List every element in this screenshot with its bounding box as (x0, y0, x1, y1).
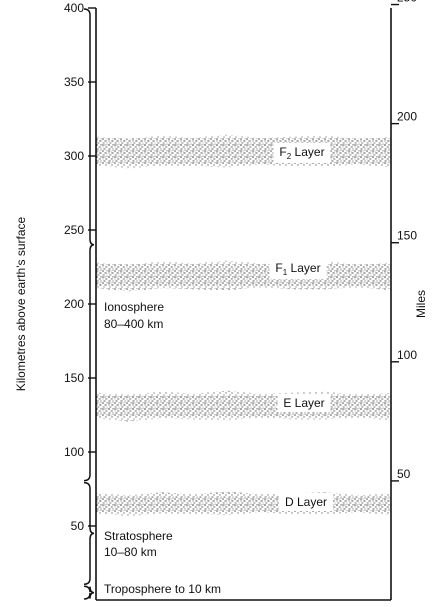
right-tick-label: 250 (397, 0, 417, 5)
left-tick-label: 150 (64, 371, 84, 385)
ionosphere-brace (83, 8, 95, 482)
right-axis-title: Miles (414, 290, 428, 318)
region-braces (83, 8, 95, 600)
layer-band-e (96, 390, 391, 422)
right-tick-label: 200 (397, 110, 417, 124)
left-tick-label: 50 (71, 519, 85, 533)
layer-band-d (96, 491, 391, 517)
stratosphere-brace (83, 481, 95, 585)
stratosphere-label: Stratosphere (104, 529, 173, 543)
right-tick-label: 100 (397, 348, 417, 362)
right-axis-ticks: 50 100 150 200 250 (391, 0, 417, 482)
layer-label-background (277, 394, 331, 412)
layer-band-core (96, 265, 391, 287)
left-tick-label: 100 (64, 445, 84, 459)
right-tick-label: 50 (397, 467, 411, 481)
layer-label-f2: F2 Layer (279, 145, 324, 161)
layer-label-background (278, 493, 334, 511)
layer-band-core (96, 139, 391, 164)
layer-label-background (269, 259, 327, 279)
layer-label-e: E Layer (283, 396, 324, 410)
left-tick-label: 400 (64, 1, 84, 15)
troposphere-brace (83, 585, 95, 600)
layer-band-f1 (96, 260, 391, 292)
left-tick-label: 200 (64, 297, 84, 311)
left-axis-title: Kilometres above earth's surface (14, 216, 28, 391)
ionosphere-label: Ionosphere (104, 300, 164, 314)
right-tick-label: 150 (397, 229, 417, 243)
left-tick-label: 350 (64, 75, 84, 89)
ionosphere-range-label: 80–400 km (104, 317, 163, 331)
stratosphere-range-label: 10–80 km (104, 545, 157, 559)
layer-label-f1: F1 Layer (275, 261, 320, 277)
layer-label-background (273, 143, 331, 163)
left-tick-label: 250 (64, 223, 84, 237)
layer-band-core (96, 395, 391, 417)
left-tick-label: 300 (64, 149, 84, 163)
troposphere-label: Troposphere to 10 km (104, 582, 221, 596)
left-axis-ticks: 50 100 150 200 250 300 350 400 (64, 1, 96, 533)
layer-band-core (96, 496, 391, 512)
layer-band-f2 (96, 134, 391, 169)
layer-labels: F2 Layer F1 Layer E Layer D Layer (269, 143, 334, 511)
layer-label-d: D Layer (285, 495, 327, 509)
